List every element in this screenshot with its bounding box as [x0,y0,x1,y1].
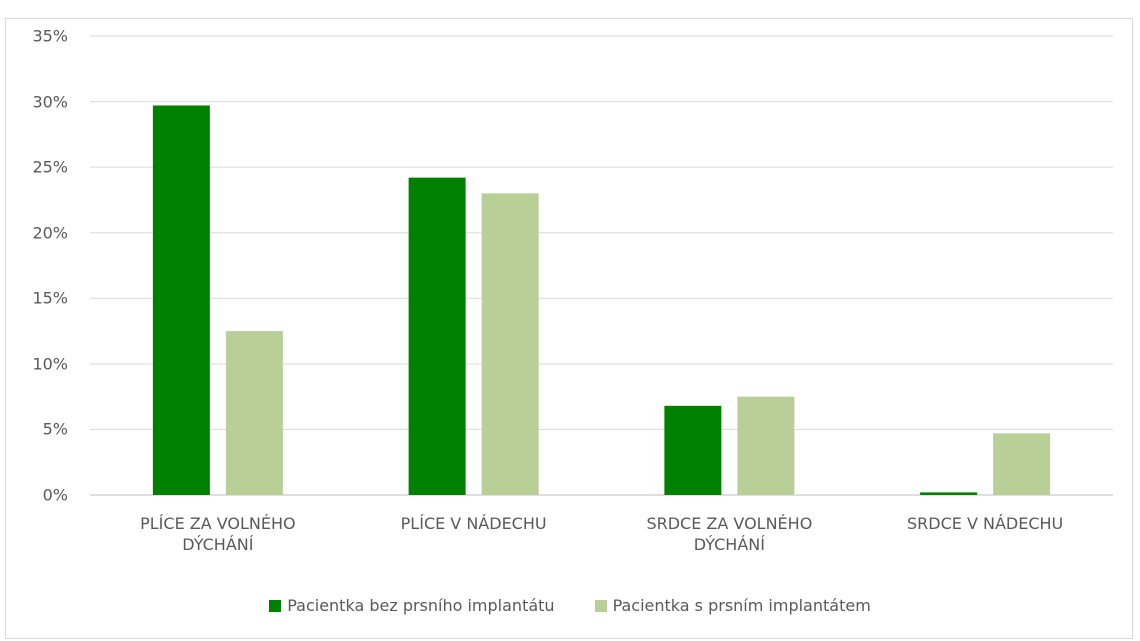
legend-item: Pacientka bez prsního implantátu [269,596,555,615]
bar [481,193,539,495]
x-tick-label: SRDCE ZA VOLNÉHO DÝCHÁNÍ [646,514,813,554]
y-tick-label: 10% [32,354,68,374]
bar [408,177,466,496]
y-tick-label: 35% [32,26,68,46]
legend: Pacientka bez prsního implantátu Pacientk… [0,596,1140,615]
x-tick-label: SRDCE V NÁDECHU [907,514,1064,533]
bar [225,331,283,495]
legend-label: Pacientka s prsním implantátem [612,596,871,615]
y-tick-label: 30% [32,92,68,112]
bar [737,396,795,495]
legend-item: Pacientka s prsním implantátem [594,596,871,615]
y-tick-label: 20% [32,223,68,243]
bar [152,105,210,496]
y-tick-label: 15% [32,288,68,308]
x-tick-label: PLÍCE V NÁDECHU [400,514,547,533]
y-tick-label: 0% [42,485,68,505]
legend-label: Pacientka bez prsního implantátu [287,596,555,615]
chart-frame [5,18,1133,639]
y-tick-label: 5% [42,419,68,439]
x-tick-label: PLÍCE ZA VOLNÉHO DÝCHÁNÍ [140,514,296,554]
bar [664,405,722,495]
bar [920,492,978,495]
legend-swatch [594,599,607,612]
bar [993,433,1051,495]
legend-swatch [269,599,282,612]
y-tick-label: 25% [32,157,68,177]
